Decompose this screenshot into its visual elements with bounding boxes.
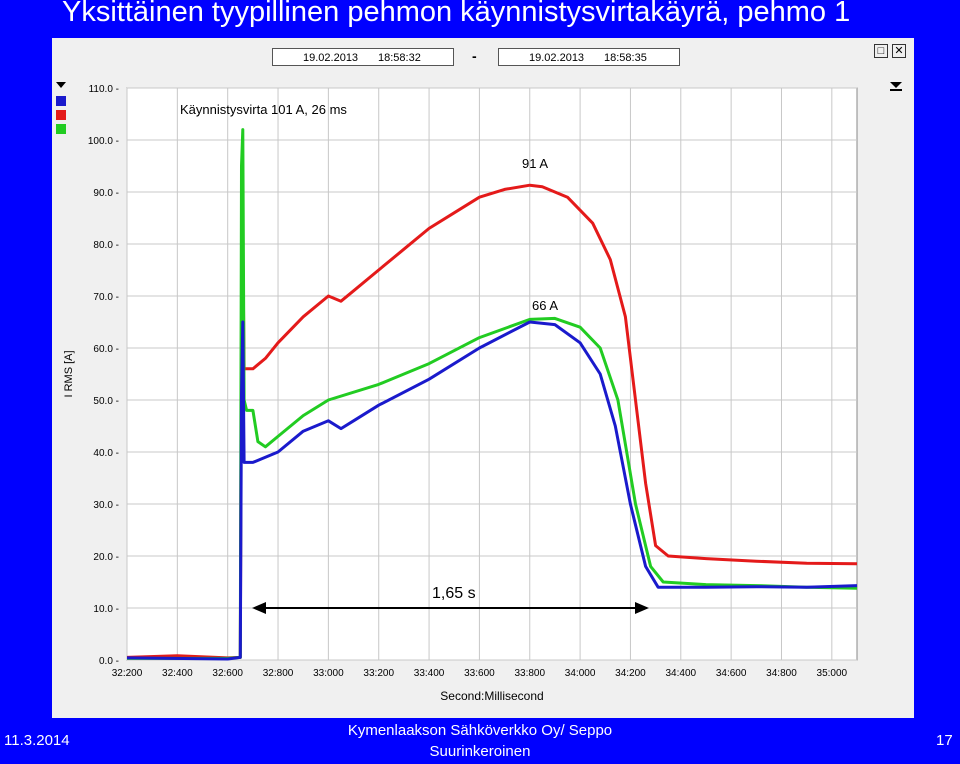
y-tick-label: 100.0 - [88, 136, 119, 147]
x-tick-label: 34:000 [565, 668, 596, 679]
y-tick-label: 80.0 - [93, 240, 119, 251]
y-tick-label: 30.0 - [93, 500, 119, 511]
annotation-duration: 1,65 s [432, 585, 476, 602]
duration-arrow-right-head [635, 602, 649, 614]
page-number: 17 [936, 732, 953, 749]
annotation-red-peak: 91 A [522, 156, 548, 171]
y-tick-label: 70.0 - [93, 292, 119, 303]
end-date: 19.02.2013 [529, 52, 585, 64]
start-time-field[interactable]: 19.02.2013 18:58:32 [272, 48, 454, 66]
legend-green-marker[interactable] [56, 124, 66, 134]
right-menu-icon[interactable] [890, 82, 902, 88]
legend-red-marker[interactable] [56, 110, 66, 120]
x-tick-label: 34:200 [615, 668, 646, 679]
x-tick-label: 33:200 [363, 668, 394, 679]
footer-org-line1: Kymenlaakson Sähköverkko Oy/ Seppo [347, 722, 613, 739]
x-tick-label: 34:800 [766, 668, 797, 679]
x-tick-label: 33:600 [464, 668, 495, 679]
legend-menu-icon[interactable] [56, 82, 66, 88]
start-date: 19.02.2013 [303, 52, 359, 64]
right-menu-bar [890, 89, 902, 91]
x-tick-label: 33:000 [313, 668, 344, 679]
chart-window: 19.02.2013 18:58:32 - 19.02.2013 18:58:3… [52, 38, 914, 718]
y-tick-labels: 0.0 - 10.0 - 20.0 - 30.0 - 40.0 - 50.0 - 60.0 … [88, 84, 119, 667]
legend-blue-marker[interactable] [56, 96, 66, 106]
end-time: 18:58:35 [604, 52, 647, 64]
y-tick-label: 50.0 - [93, 396, 119, 407]
annotation-inrush: Käynnistysvirta 101 A, 26 ms [180, 102, 347, 117]
x-tick-label: 32:800 [263, 668, 294, 679]
plot-area [126, 87, 858, 661]
y-axis-label: I RMS [A] [63, 350, 75, 397]
x-tick-labels: 32:200 32:400 32:600 32:800 33:000 33:200 33:4… [112, 668, 848, 679]
y-tick-label: 10.0 - [93, 604, 119, 615]
grid [126, 87, 857, 661]
series-lines [126, 128, 858, 661]
duration-arrow-left-head [252, 602, 266, 614]
end-time-field[interactable]: 19.02.2013 18:58:35 [498, 48, 680, 66]
x-axis-label: Second:Millisecond [440, 689, 543, 703]
slide-title: Yksittäinen tyypillinen pehmon käynnisty… [62, 0, 851, 28]
x-tick-label: 34:600 [716, 668, 747, 679]
y-tick-label: 0.0 - [99, 656, 119, 667]
x-tick-label: 32:400 [162, 668, 193, 679]
x-tick-label: 34:400 [665, 668, 696, 679]
current-chart: 0.0 - 10.0 - 20.0 - 30.0 - 40.0 - 50.0 - 60.0 … [56, 82, 902, 703]
range-separator: - [472, 48, 477, 64]
footer-org-line2: Suurinkeroinen [429, 743, 531, 760]
y-tick-label: 40.0 - [93, 448, 119, 459]
y-tick-label: 110.0 - [89, 84, 119, 95]
x-tick-label: 33:400 [414, 668, 445, 679]
y-tick-label: 20.0 - [93, 552, 119, 563]
start-time: 18:58:32 [378, 52, 421, 64]
maximize-icon[interactable]: □ [874, 44, 888, 58]
footer-date: 11.3.2014 [4, 732, 70, 749]
y-tick-label: 90.0 - [93, 188, 119, 199]
series-line-green [127, 128, 858, 660]
y-tick-label: 60.0 - [93, 344, 119, 355]
x-tick-label: 33:800 [514, 668, 545, 679]
footer-organization: Kymenlaakson Sähköverkko Oy/ Seppo Suuri… [330, 720, 630, 762]
series-line-blue [126, 320, 858, 661]
x-tick-label: 35:000 [817, 668, 848, 679]
x-tick-label: 32:200 [112, 668, 143, 679]
close-icon[interactable]: ✕ [892, 44, 906, 58]
annotation-green-peak: 66 A [532, 298, 558, 313]
x-tick-label: 32:600 [212, 668, 243, 679]
